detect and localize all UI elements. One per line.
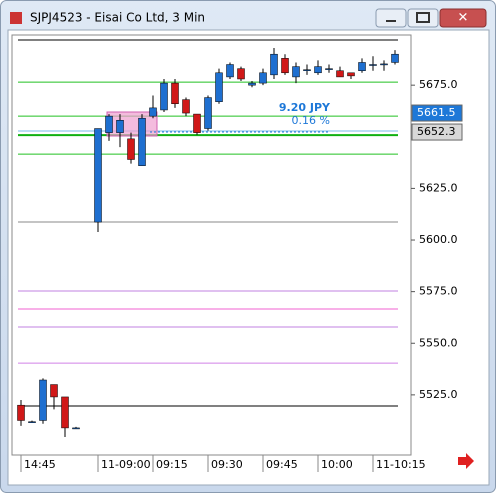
candle-body — [116, 120, 124, 133]
price-label-box — [411, 104, 463, 122]
candle-body — [336, 70, 344, 78]
x-tick-label: 10:00 — [321, 458, 353, 471]
candle-body — [391, 53, 399, 63]
price-label-box — [411, 123, 463, 141]
candle-body — [270, 53, 278, 76]
x-tick-label: 11-10:15 — [376, 458, 426, 471]
candle-body — [138, 117, 146, 166]
candle-body — [193, 113, 201, 133]
candle-body — [303, 69, 311, 71]
candle-body — [292, 66, 300, 78]
x-tick-label: 11-09:00 — [101, 458, 151, 471]
highlight-box — [106, 111, 158, 137]
y-tick-label: 5600.0 — [419, 233, 458, 246]
scroll-arrow[interactable] — [458, 453, 474, 469]
svg-text:✕: ✕ — [458, 11, 469, 26]
candle-body — [160, 82, 168, 111]
maximize-button[interactable] — [407, 8, 439, 28]
y-tick-label: 5675.0 — [419, 78, 458, 91]
y-tick-label: 5625.0 — [419, 181, 458, 194]
close-button[interactable] — [439, 8, 487, 28]
x-tick-label: 09:45 — [266, 458, 298, 471]
price-label: 5661.5 — [417, 106, 456, 119]
candle-body — [226, 64, 234, 78]
app-icon — [10, 12, 22, 24]
x-tick-label: 09:15 — [156, 458, 188, 471]
candle-body — [171, 82, 179, 105]
candle-body — [237, 68, 245, 80]
candle-body — [28, 421, 36, 423]
candle-body — [94, 128, 102, 223]
candle-body — [325, 68, 333, 70]
candle-body — [248, 82, 256, 86]
candle-body — [39, 379, 47, 421]
candle-body — [17, 404, 25, 421]
candle-body — [50, 384, 58, 398]
candle-body — [127, 138, 135, 160]
candle-body — [105, 115, 113, 133]
candle-body — [380, 63, 388, 66]
y-tick-label: 5550.0 — [419, 336, 458, 349]
candle-body — [149, 107, 157, 117]
price-label: 5652.3 — [417, 125, 456, 138]
candle-body — [259, 72, 267, 84]
candle-body — [61, 396, 69, 429]
candle-body — [358, 62, 366, 71]
minimize-button[interactable] — [375, 8, 407, 28]
candle-body — [72, 427, 80, 430]
x-tick-label: 14:45 — [24, 458, 56, 471]
candle-body — [369, 64, 377, 66]
y-tick-label: 5575.0 — [419, 285, 458, 298]
candle-body — [182, 99, 190, 114]
candle-body — [314, 66, 322, 74]
candle-body — [215, 72, 223, 102]
window-title: SJPJ4523 - Eisai Co Ltd, 3 Min — [30, 11, 205, 25]
candle-body — [347, 72, 355, 77]
annotation: 9.20 JPY — [279, 101, 331, 114]
candle-body — [204, 97, 212, 129]
x-tick-label: 09:30 — [211, 458, 243, 471]
annotation: 0.16 % — [292, 114, 330, 127]
candle-body — [281, 58, 289, 74]
y-tick-label: 5525.0 — [419, 388, 458, 401]
